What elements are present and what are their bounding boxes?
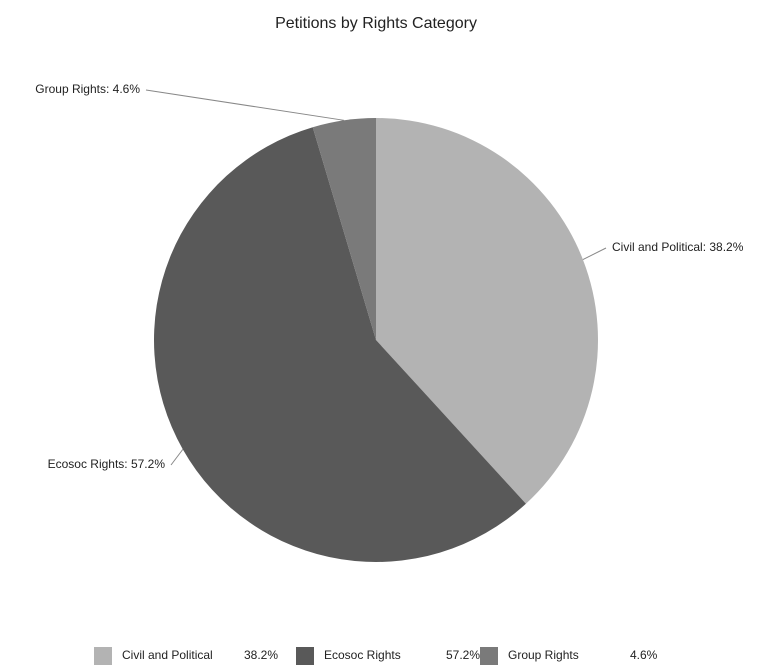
legend-label: Civil and Political <box>122 648 213 662</box>
slice-label: Civil and Political: 38.2% <box>612 240 744 254</box>
pie-slice <box>154 127 526 562</box>
legend-swatch <box>94 647 112 665</box>
legend-label: Group Rights <box>508 648 579 662</box>
slice-label: Group Rights: 4.6% <box>35 82 140 96</box>
legend-value: 57.2% <box>446 648 480 662</box>
legend-swatch <box>480 647 498 665</box>
pie-slice <box>312 118 376 340</box>
chart-title: Petitions by Rights Category <box>275 15 477 32</box>
slice-label: Ecosoc Rights: 57.2% <box>48 457 166 471</box>
legend-label: Ecosoc Rights <box>324 648 401 662</box>
legend-swatch <box>296 647 314 665</box>
leader-line <box>170 449 184 466</box>
legend-value: 4.6% <box>630 648 658 662</box>
leader-line <box>145 89 345 121</box>
pie-slice <box>376 118 598 504</box>
legend-value: 38.2% <box>244 648 278 662</box>
leader-line <box>582 247 607 261</box>
